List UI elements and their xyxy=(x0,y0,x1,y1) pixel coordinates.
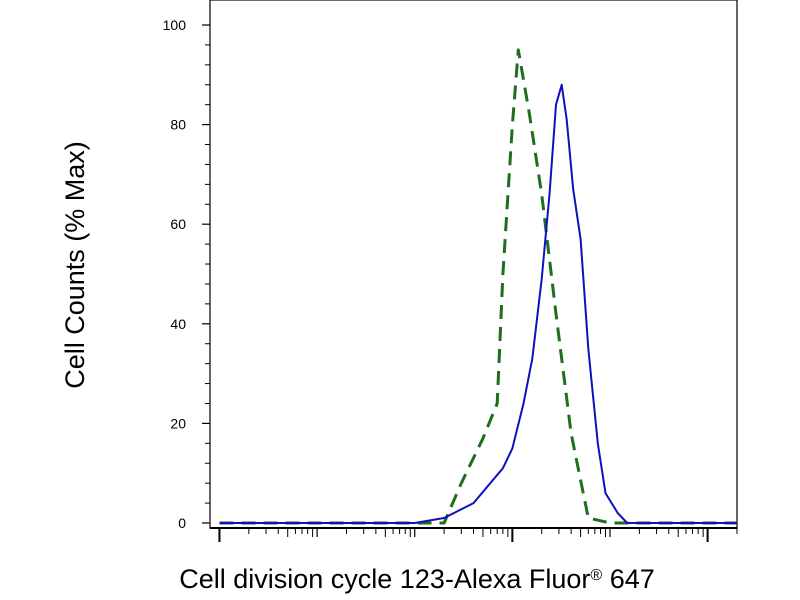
x-axis-title-suffix: 647 xyxy=(602,564,655,594)
dashed-histogram-line xyxy=(219,48,737,525)
x-axis-ticks xyxy=(218,528,738,542)
plot-frame xyxy=(209,0,738,529)
y-tick-label: 40 xyxy=(170,316,186,332)
solid-histogram-line xyxy=(219,83,737,524)
y-tick-label: 100 xyxy=(163,17,187,33)
y-tick-label: 0 xyxy=(178,515,186,531)
y-axis-title: Cell Counts (% Max) xyxy=(60,141,90,389)
x-axis-title-main: Cell division cycle 123-Alexa Fluor xyxy=(179,564,590,594)
x-axis-title: Cell division cycle 123-Alexa Fluor® 647 xyxy=(179,564,655,594)
y-tick-label: 20 xyxy=(170,415,186,431)
y-tick-label: 60 xyxy=(170,216,186,232)
series-group xyxy=(219,48,737,525)
y-tick-label: 80 xyxy=(170,117,186,133)
x-axis-title-mark: ® xyxy=(590,567,602,584)
y-axis-ticks: 0 20 40 60 80 100 xyxy=(163,17,210,531)
